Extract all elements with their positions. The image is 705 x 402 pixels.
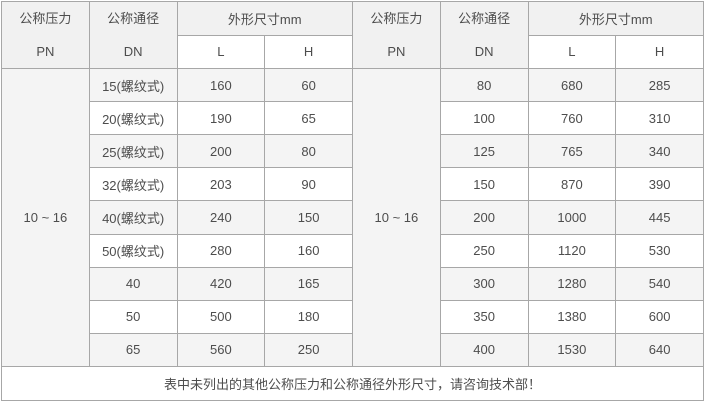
dn-cell: 65 [88, 332, 178, 368]
header-pressure-right: 公称压力 PN [352, 1, 441, 69]
header-row-main: 公称压力 PN 公称通径 DN 外形尺寸mm 公称压力 PN 公称通径 [1, 1, 704, 69]
l-cell: 1530 [527, 332, 617, 368]
table-row: 50 500 180 350 1380 600 [2, 299, 704, 334]
header-l-right: L [527, 34, 617, 69]
l-cell: 1280 [527, 266, 617, 301]
l-cell: 160 [176, 67, 266, 103]
h-cell: 445 [615, 200, 704, 235]
l-cell: 1120 [527, 233, 617, 268]
dn-cell: 32(螺纹式) [88, 167, 178, 202]
table-row: 25(螺纹式) 200 80 125 765 340 [2, 134, 704, 169]
l-cell: 680 [527, 67, 617, 103]
table-row: 10 ~ 16 15(螺纹式) 160 60 10 ~ 16 80 680 28… [1, 67, 704, 367]
table-row: 50(螺纹式) 280 160 250 1120 530 [2, 233, 704, 268]
header-diameter-right: 公称通径 DN [439, 1, 529, 69]
table-row: 40 420 165 300 1280 540 [2, 266, 704, 301]
dn-cell: 50(螺纹式) [88, 233, 178, 268]
table-row: 32(螺纹式) 203 90 150 870 390 [2, 167, 704, 202]
header-diameter-sub: DN [123, 44, 143, 59]
pn-cell-right: 10 ~ 16 [352, 68, 441, 367]
dn-cell: 300 [439, 266, 529, 301]
table-body: 10 ~ 16 15(螺纹式) 160 60 10 ~ 16 80 680 28… [1, 67, 704, 368]
dn-cell: 80 [439, 67, 529, 103]
footer-row: 表中未列出的其他公称压力和公称通径外形尺寸，请咨询技术部！ [1, 366, 704, 401]
dn-cell: 20(螺纹式) [88, 101, 178, 136]
h-cell: 65 [264, 101, 353, 136]
dn-cell: 15(螺纹式) [88, 67, 178, 103]
header-pressure-label: 公称压力 [19, 11, 72, 26]
dn-cell: 125 [439, 134, 529, 169]
h-cell: 165 [264, 266, 353, 301]
dn-cell: 100 [439, 101, 529, 136]
header-diameter-label: 公称通径 [107, 11, 160, 26]
h-cell: 390 [615, 167, 704, 202]
l-cell: 420 [176, 266, 266, 301]
header-diameter-left: 公称通径 DN [88, 1, 178, 69]
table-row: 40(螺纹式) 240 150 200 1000 445 [2, 200, 704, 235]
h-cell: 600 [615, 299, 704, 334]
header-pressure-left: 公称压力 PN [1, 1, 90, 69]
dn-cell: 25(螺纹式) [88, 134, 178, 169]
dn-cell: 150 [439, 167, 529, 202]
header-pressure-label: 公称压力 [370, 11, 423, 26]
h-cell: 60 [264, 67, 353, 103]
dn-cell: 40(螺纹式) [88, 200, 178, 235]
dn-cell: 350 [439, 299, 529, 334]
l-cell: 1380 [527, 299, 617, 334]
header-h-left: H [264, 34, 353, 69]
h-cell: 80 [264, 134, 353, 169]
h-cell: 180 [264, 299, 353, 334]
l-cell: 280 [176, 233, 266, 268]
h-cell: 310 [615, 101, 704, 136]
dn-cell: 50 [88, 299, 178, 334]
dn-cell: 400 [439, 332, 529, 368]
header-dims-left: 外形尺寸mm [176, 1, 353, 36]
h-cell: 285 [615, 67, 704, 103]
header-dims-right: 外形尺寸mm [527, 1, 704, 36]
dn-cell: 200 [439, 200, 529, 235]
table-row: 65 560 250 400 1530 640 [2, 332, 704, 368]
l-cell: 765 [527, 134, 617, 169]
l-cell: 1000 [527, 200, 617, 235]
table-row: 20(螺纹式) 190 65 100 760 310 [2, 101, 704, 136]
header-h-right: H [615, 34, 704, 69]
table-footer: 表中未列出的其他公称压力和公称通径外形尺寸，请咨询技术部！ [1, 366, 704, 401]
l-cell: 240 [176, 200, 266, 235]
l-cell: 760 [527, 101, 617, 136]
dn-cell: 250 [439, 233, 529, 268]
l-cell: 190 [176, 101, 266, 136]
h-cell: 340 [615, 134, 704, 169]
pn-cell-left: 10 ~ 16 [1, 68, 90, 367]
header-diameter-sub: DN [474, 44, 494, 59]
l-cell: 203 [176, 167, 266, 202]
header-pressure-sub: PN [36, 44, 55, 59]
l-cell: 870 [527, 167, 617, 202]
h-cell: 160 [264, 233, 353, 268]
header-l-left: L [176, 34, 266, 69]
table-header: 公称压力 PN 公称通径 DN 外形尺寸mm 公称压力 PN 公称通径 [1, 1, 704, 69]
l-cell: 500 [176, 299, 266, 334]
l-cell: 200 [176, 134, 266, 169]
footer-note: 表中未列出的其他公称压力和公称通径外形尺寸，请咨询技术部！ [1, 366, 704, 401]
header-row-sub: L H L H [2, 34, 704, 69]
h-cell: 150 [264, 200, 353, 235]
dn-cell: 40 [88, 266, 178, 301]
h-cell: 530 [615, 233, 704, 268]
h-cell: 250 [264, 332, 353, 368]
header-diameter-label: 公称通径 [458, 11, 511, 26]
header-pressure-sub: PN [387, 44, 406, 59]
h-cell: 540 [615, 266, 704, 301]
h-cell: 640 [615, 332, 704, 368]
h-cell: 90 [264, 167, 353, 202]
l-cell: 560 [176, 332, 266, 368]
